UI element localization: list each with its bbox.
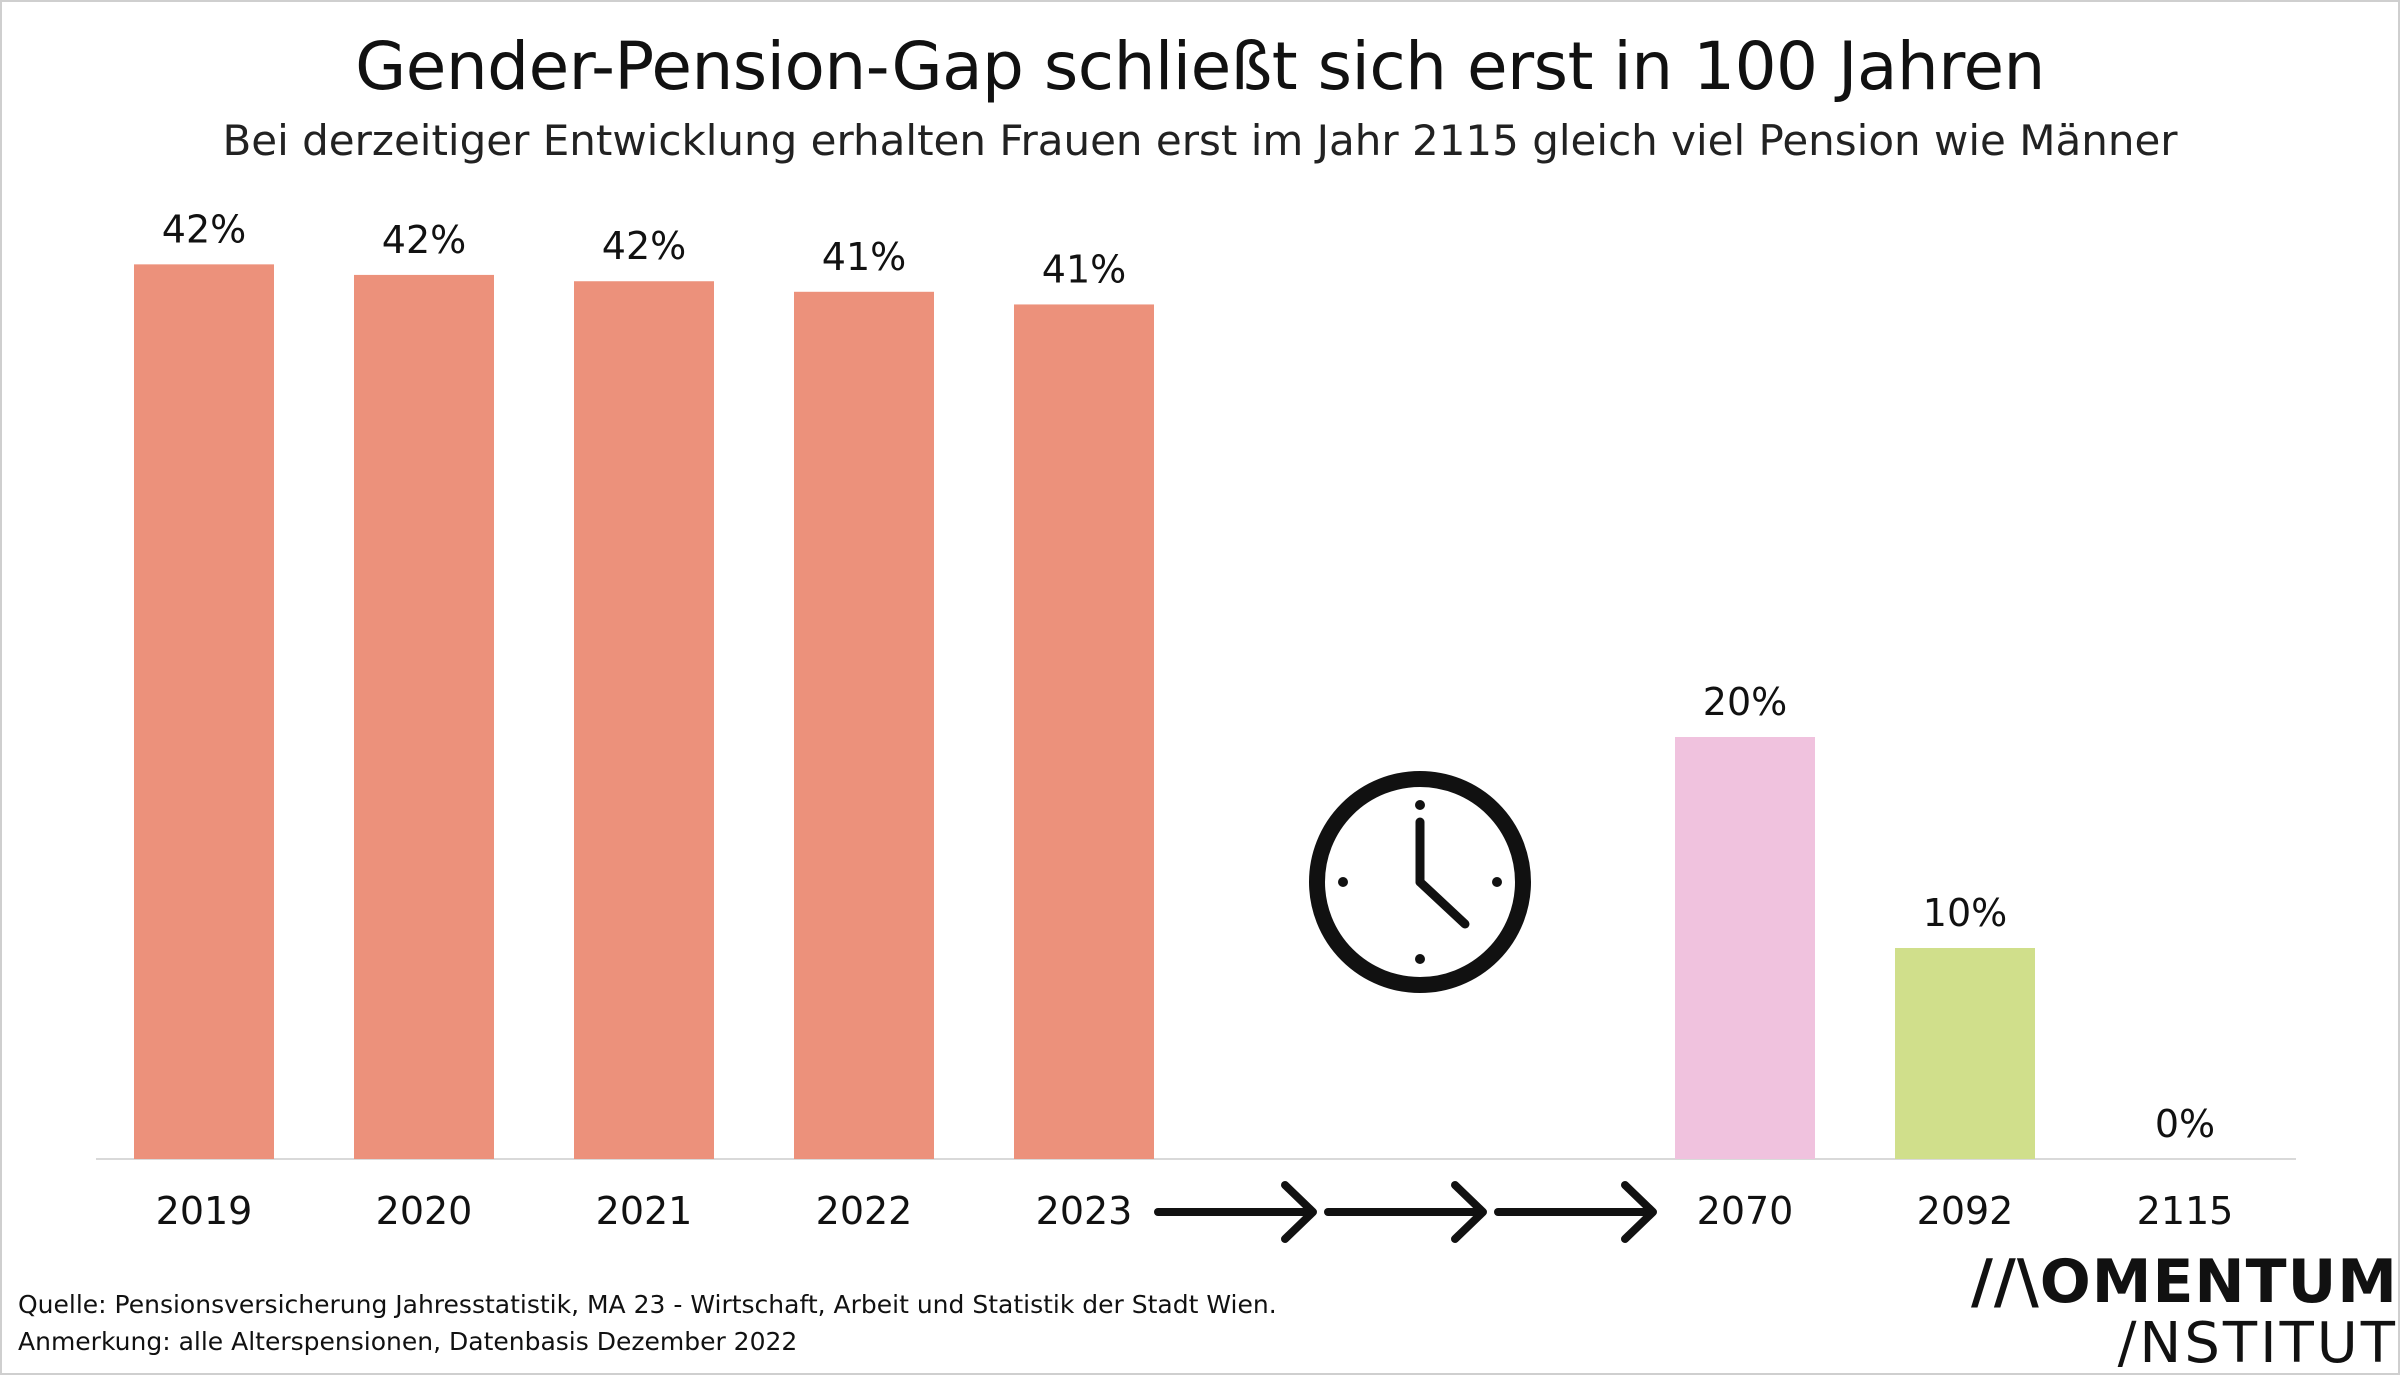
source-note: Quelle: Pensionsversicherung Jahresstati…: [18, 1290, 1277, 1319]
x-tick-label-2070: 2070: [1697, 1189, 1794, 1233]
bar-2023: [1014, 304, 1154, 1159]
bar-2070: [1675, 737, 1815, 1159]
arrow-right-icon: [1494, 1181, 1657, 1243]
bar-2022: [794, 291, 934, 1159]
data-label-2070: 20%: [1703, 680, 1787, 724]
bar-2021: [574, 281, 714, 1159]
bar-2092: [1895, 948, 2035, 1159]
x-tick-label-2022: 2022: [816, 1189, 913, 1233]
timeline-arrows: [1154, 1181, 1657, 1243]
data-label-2022: 41%: [822, 235, 906, 279]
x-tick-label-2023: 2023: [1036, 1189, 1133, 1233]
chart-title: Gender-Pension-Gap schließt sich erst in…: [355, 28, 2045, 105]
x-tick-label-2092: 2092: [1917, 1189, 2014, 1233]
remark-note: Anmerkung: alle Alterspensionen, Datenba…: [18, 1327, 798, 1356]
data-label-2115: 0%: [2155, 1102, 2215, 1146]
x-tick-label-2115: 2115: [2137, 1189, 2234, 1233]
bar-2019: [134, 264, 274, 1159]
logo-momentum: //\OMENTUM: [1970, 1247, 2398, 1317]
clock-icon: [1309, 771, 1531, 993]
arrow-right-icon: [1154, 1181, 1317, 1243]
x-tick-label-2020: 2020: [376, 1189, 473, 1233]
data-label-2021: 42%: [602, 224, 686, 268]
data-label-2023: 41%: [1042, 247, 1126, 291]
x-tick-label-2019: 2019: [156, 1189, 253, 1233]
chart-subtitle: Bei derzeitiger Entwicklung erhalten Fra…: [222, 116, 2178, 165]
bar-2020: [354, 274, 494, 1159]
data-label-2020: 42%: [382, 218, 466, 262]
arrow-right-icon: [1324, 1181, 1487, 1243]
x-tick-label-2021: 2021: [596, 1189, 693, 1233]
data-label-2092: 10%: [1923, 891, 2007, 935]
data-label-2019: 42%: [162, 207, 246, 251]
logo-institut: /NSTITUT: [2117, 1311, 2398, 1376]
